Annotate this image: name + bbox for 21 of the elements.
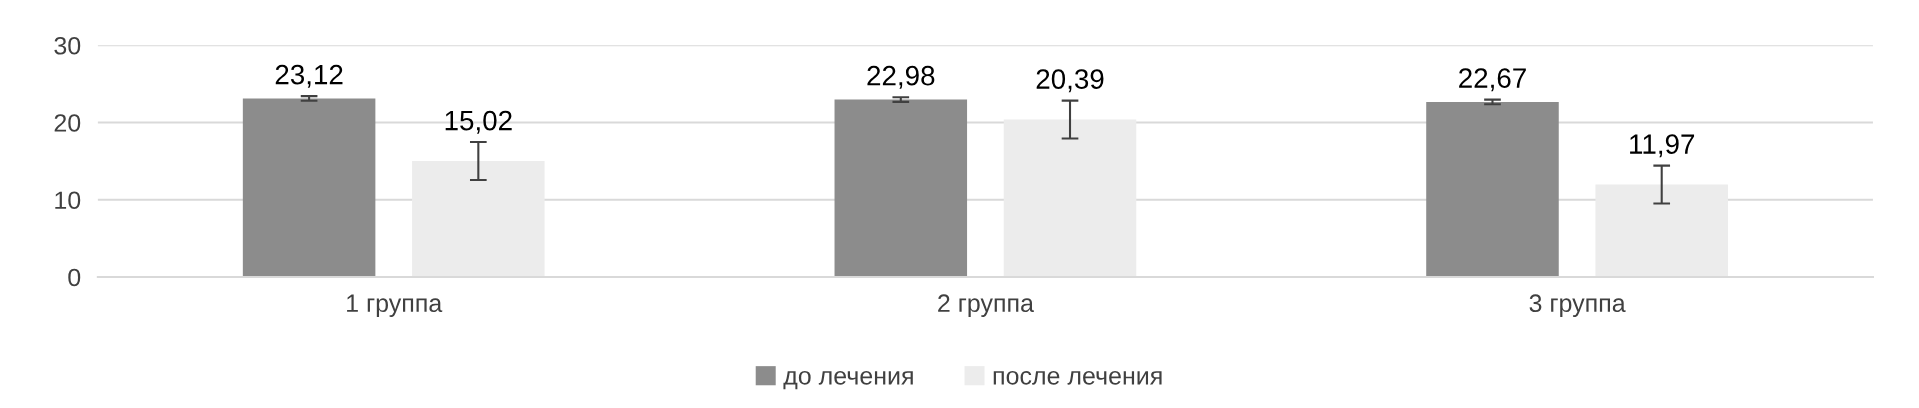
y-tick-label: 20 — [54, 114, 81, 132]
data-label: 22,98 — [867, 65, 935, 89]
data-label: 23,12 — [275, 64, 343, 88]
x-tick-label: 1 группа — [347, 294, 443, 317]
bar — [242, 98, 376, 278]
data-label: 15,02 — [445, 110, 512, 134]
y-tick-label: 0 — [68, 268, 81, 287]
data-label: 22,67 — [1459, 68, 1526, 92]
x-tick-label: 3 группа — [1529, 294, 1626, 317]
x-tick-label: 2 группа — [938, 294, 1034, 317]
legend-label: после лечения — [993, 370, 1162, 385]
bar — [834, 99, 968, 278]
bar — [1003, 119, 1137, 278]
y-tick-label: 10 — [55, 191, 81, 210]
legend-label: до лечения — [783, 370, 913, 390]
bar — [1426, 101, 1559, 278]
data-label: 11,97 — [1630, 134, 1695, 158]
bar — [412, 161, 545, 278]
y-tick-label: 30 — [54, 36, 81, 55]
data-label: 20,39 — [1036, 69, 1104, 93]
bar — [1595, 184, 1728, 278]
